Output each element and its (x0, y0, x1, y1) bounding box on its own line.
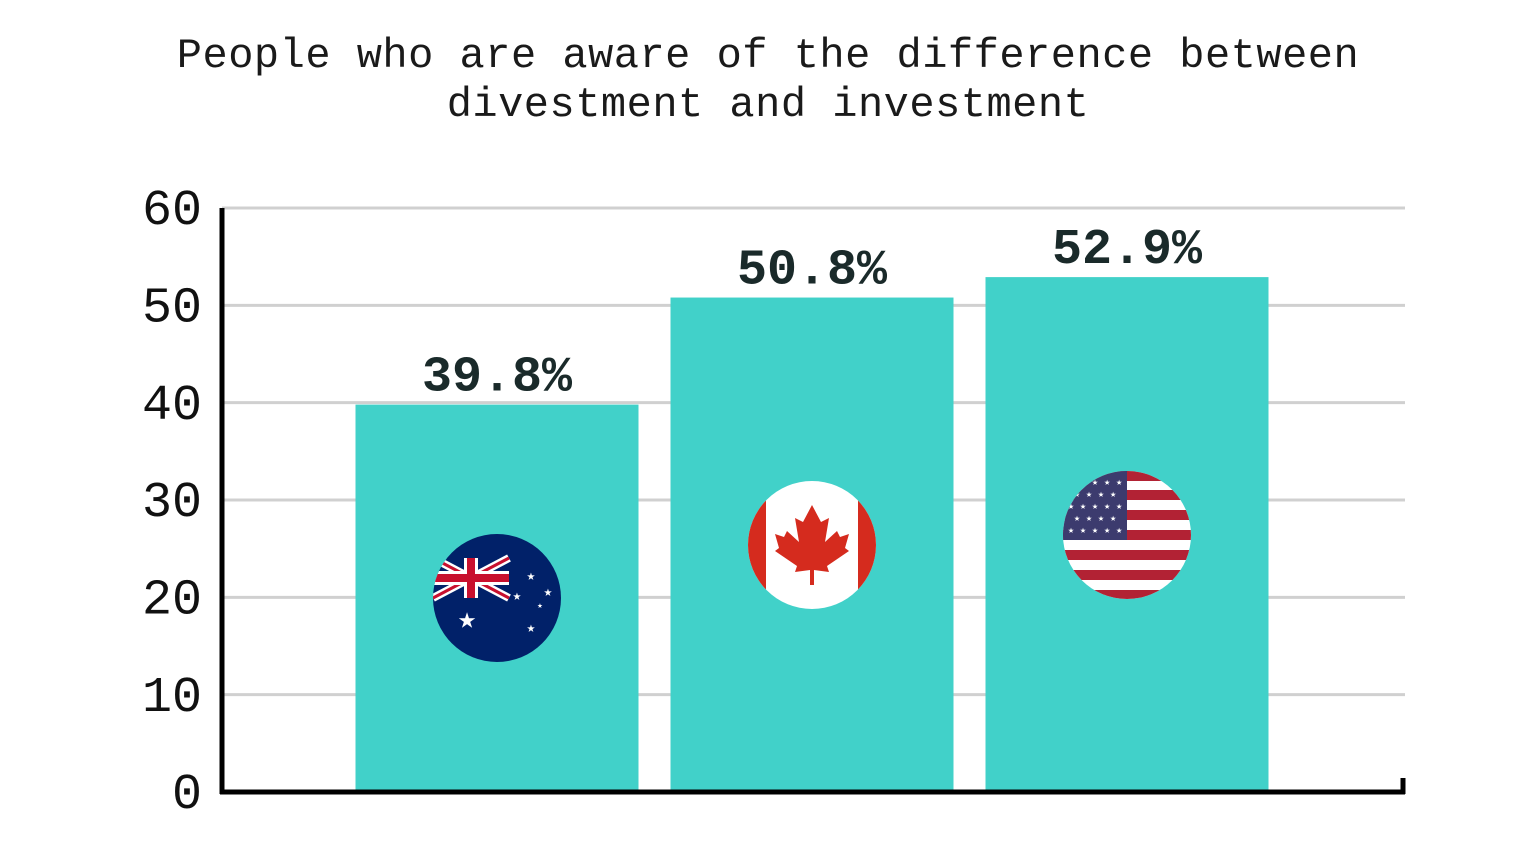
flag-australia: ★ ★ ★ ★ ★ ★ (433, 534, 561, 662)
y-tick-label: 10 (142, 670, 202, 727)
svg-text:★: ★ (513, 589, 522, 605)
svg-text:★: ★ (544, 585, 553, 601)
y-tick-label: 0 (172, 767, 202, 824)
value-label: 52.9% (1052, 222, 1203, 279)
y-tick-label: 30 (142, 475, 202, 532)
svg-text:★ ★ ★ ★ ★: ★ ★ ★ ★ ★ (1068, 478, 1122, 489)
flag-usa: ★ ★ ★ ★ ★★ ★ ★ ★ ★ ★ ★ ★ ★★ ★ ★ ★ ★ ★ ★ … (1063, 471, 1191, 599)
y-tick-label: 60 (142, 183, 202, 240)
y-tick-label: 20 (142, 573, 202, 630)
svg-text:★: ★ (537, 601, 543, 611)
chart-title: People who are aware of the difference b… (176, 32, 1360, 129)
y-tick-label: 40 (142, 378, 202, 435)
value-label: 50.8% (737, 243, 888, 300)
value-label: 39.8% (422, 350, 573, 407)
svg-text:★: ★ (527, 621, 536, 637)
y-tick-label: 50 (142, 281, 202, 338)
svg-text:★ ★ ★ ★: ★ ★ ★ ★ (1074, 490, 1116, 501)
svg-text:★ ★ ★ ★ ★: ★ ★ ★ ★ ★ (1068, 502, 1122, 513)
flag-canada (748, 481, 876, 609)
svg-text:★ ★ ★ ★: ★ ★ ★ ★ (1074, 514, 1116, 525)
svg-text:★ ★ ★ ★ ★: ★ ★ ★ ★ ★ (1068, 526, 1122, 537)
svg-text:★: ★ (527, 569, 536, 585)
svg-text:★: ★ (458, 604, 476, 638)
